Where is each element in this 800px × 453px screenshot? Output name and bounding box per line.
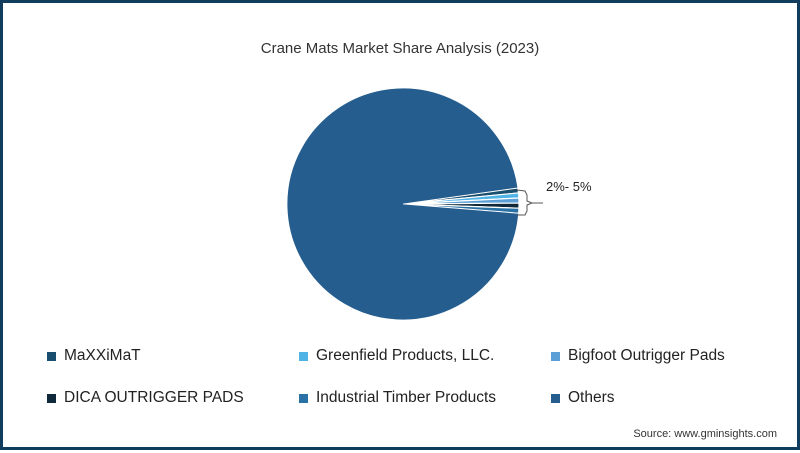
chart-legend: MaXXiMaT Greenfield Products, LLC. Bigfo… [47,345,787,409]
bracket-connector [516,189,543,216]
legend-swatch-icon [47,351,56,361]
chart-title: Crane Mats Market Share Analysis (2023) [260,40,540,57]
legend-label: Industrial Timber Products [316,389,497,406]
legend-swatch-icon [551,393,560,403]
source-credit: Source: www.gminsights.com [633,428,777,440]
legend-swatch-icon [299,393,308,403]
legend-item-industrial-timber: Industrial Timber Products [299,387,551,409]
legend-label: Others [568,389,615,406]
pie-slice [286,87,520,321]
share-range-annotation: 2%- 5% [546,179,592,194]
legend-label: MaXXiMaT [64,347,141,364]
legend-item-others: Others [551,387,787,409]
legend-swatch-icon [551,351,560,361]
legend-label: Bigfoot Outrigger Pads [568,347,725,364]
legend-item-greenfield: Greenfield Products, LLC. [299,345,551,367]
legend-item-maxximat: MaXXiMaT [47,345,299,367]
legend-item-bigfoot: Bigfoot Outrigger Pads [551,345,787,367]
legend-label: Greenfield Products, LLC. [316,347,495,364]
legend-item-dica: DICA OUTRIGGER PADS [47,387,299,409]
legend-swatch-icon [299,351,308,361]
legend-label: DICA OUTRIGGER PADS [64,389,244,406]
pie-chart [286,87,543,321]
legend-swatch-icon [47,393,56,403]
